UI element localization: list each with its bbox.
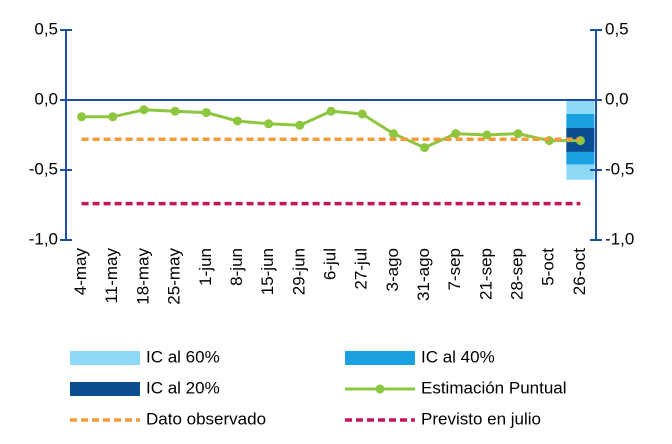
legend-label: IC al 40% [421,347,495,366]
x-tick-label: 5-oct [539,248,558,286]
point [388,129,398,139]
y-tick-label: 0,5 [34,19,58,38]
y-tick-label: -1,0 [29,229,58,248]
point [451,129,461,139]
y-tick-label: -0,5 [29,159,58,178]
point [482,130,492,140]
y2-tick-label: -0,5 [605,159,634,178]
legend-swatch [70,351,140,365]
legend-label: Dato observado [146,409,266,428]
point [170,106,180,116]
x-tick-label: 6-jul [320,248,339,280]
x-tick-label: 28-sep [508,248,527,300]
legend-label: Estimación Puntual [421,378,567,397]
point [201,108,211,118]
x-tick-label: 11-may [102,248,121,304]
legend-label: IC al 20% [146,378,220,397]
x-tick-label: 31-ago [414,248,433,301]
x-tick-label: 18-may [133,248,152,305]
y2-tick-label: 0,0 [605,89,629,108]
point [420,143,430,153]
x-tick-label: 29-jun [289,248,308,295]
x-tick-label: 15-jun [258,248,277,295]
point [108,112,118,122]
x-tick-label: 26-oct [570,248,589,296]
point [295,120,305,130]
x-tick-label: 8-jun [227,248,246,286]
y2-tick-label: -1,0 [605,229,634,248]
point [139,105,149,115]
legend-marker [375,384,385,394]
legend-label: Previsto en julio [421,409,541,428]
y2-tick-label: 0,5 [605,19,629,38]
point [264,119,274,129]
x-tick-label: 21-sep [476,248,495,300]
x-tick-label: 1-jun [196,248,215,286]
x-tick-label: 4-may [71,248,90,296]
point [326,106,336,116]
x-tick-label: 7-sep [445,248,464,291]
point [232,116,242,126]
point [77,112,87,122]
legend-swatch [70,382,140,396]
legend-label: IC al 60% [146,347,220,366]
x-tick-label: 27-jul [352,248,371,290]
x-tick-label: 25-may [165,248,184,305]
x-tick-label: 3-ago [383,248,402,291]
legend-swatch [345,351,415,365]
point [513,129,523,139]
y-tick-label: 0,0 [34,89,58,108]
point [357,109,367,119]
